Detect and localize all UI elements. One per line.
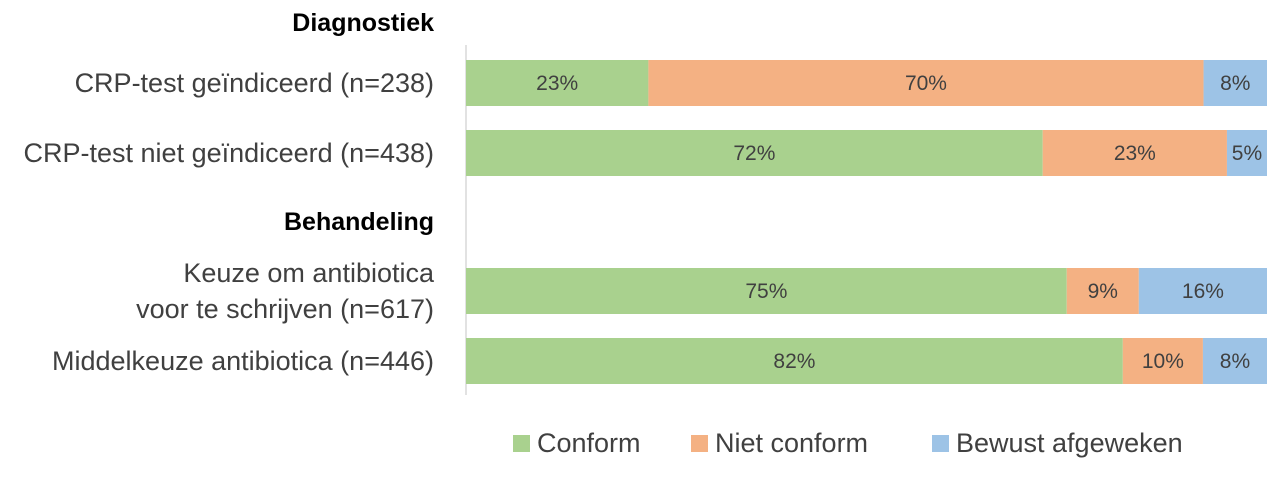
bar-segment-niet-conform: [648, 60, 1204, 106]
bar-segment-niet-conform: [1122, 338, 1203, 384]
data-label: 10%: [1142, 350, 1184, 373]
bar-segment-bewust-afgeweken: [1138, 268, 1267, 314]
bar-segment-conform: [466, 60, 649, 106]
legend-swatch: [513, 435, 530, 452]
legend-label: Conform: [537, 428, 641, 458]
group-header: Behandeling: [284, 208, 434, 236]
legend-label: Bewust afgeweken: [956, 428, 1183, 458]
category-label: voor te schrijven (n=617): [136, 294, 434, 324]
data-label: 23%: [1114, 142, 1156, 165]
legend-label: Niet conform: [715, 428, 868, 458]
category-label: CRP-test niet geïndiceerd (n=438): [24, 138, 434, 168]
data-label: 82%: [773, 350, 815, 373]
data-label: 72%: [733, 142, 775, 165]
bar-segment-bewust-afgeweken: [1203, 60, 1267, 106]
category-label: Keuze om antibiotica: [183, 258, 435, 288]
data-label: 23%: [536, 72, 578, 95]
category-label: CRP-test geïndiceerd (n=238): [75, 68, 434, 98]
data-label: 5%: [1232, 142, 1262, 165]
bar-segment-bewust-afgeweken: [1226, 130, 1267, 176]
data-label: 9%: [1088, 280, 1118, 303]
group-header: Diagnostiek: [292, 9, 434, 37]
legend-swatch: [691, 435, 708, 452]
bar-segment-conform: [466, 268, 1067, 314]
bar-segment-niet-conform: [1042, 130, 1227, 176]
bar-segment-conform: [466, 338, 1123, 384]
data-label: 75%: [745, 280, 787, 303]
data-label: 16%: [1182, 280, 1224, 303]
legend-swatch: [932, 435, 949, 452]
data-label: 8%: [1220, 72, 1250, 95]
bar-segment-bewust-afgeweken: [1202, 338, 1267, 384]
data-label: 8%: [1220, 350, 1250, 373]
data-label: 70%: [905, 72, 947, 95]
bar-segment-niet-conform: [1066, 268, 1139, 314]
bar-segment-conform: [466, 130, 1043, 176]
category-label: Middelkeuze antibiotica (n=446): [52, 346, 434, 376]
